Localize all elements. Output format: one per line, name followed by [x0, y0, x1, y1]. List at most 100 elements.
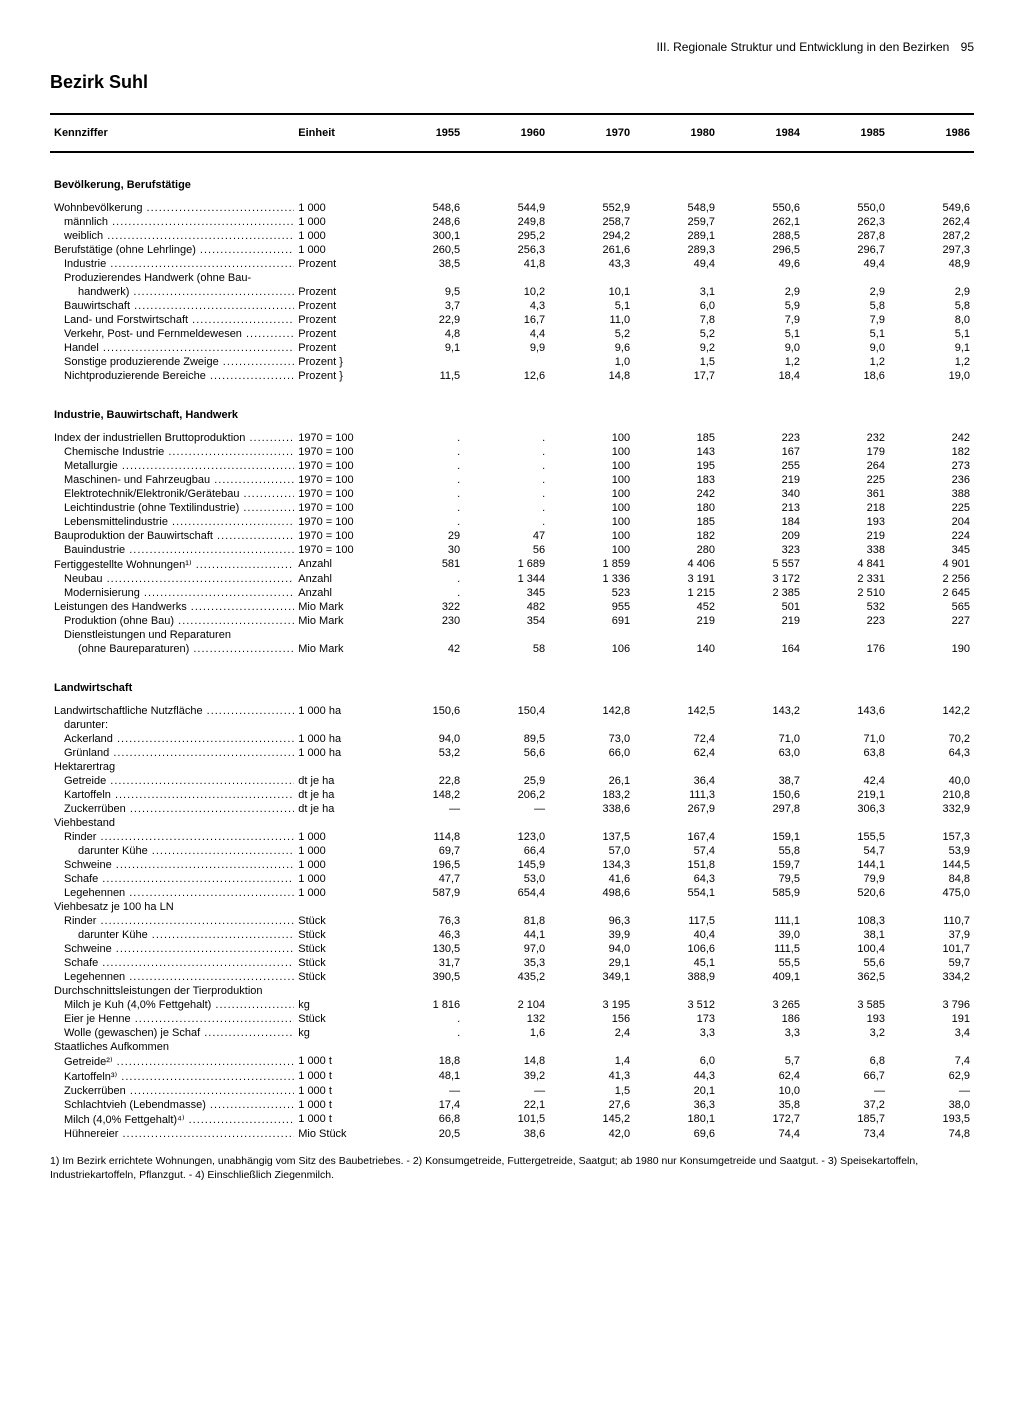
cell-value: 159,1	[719, 830, 804, 844]
cell-value: 142,5	[634, 704, 719, 718]
cell-value: 297,8	[719, 802, 804, 816]
row-unit: Mio Stück	[294, 1127, 379, 1141]
cell-value	[379, 718, 464, 732]
cell-value: 64,3	[634, 872, 719, 886]
cell-value: 409,1	[719, 970, 804, 984]
cell-value: 287,8	[804, 229, 889, 243]
cell-value: 2,9	[719, 285, 804, 299]
cell-value: 108,3	[804, 914, 889, 928]
cell-value: 258,7	[549, 215, 634, 229]
cell-value: 17,7	[634, 369, 719, 383]
cell-value: .	[464, 459, 549, 473]
row-label: Schafe	[50, 872, 294, 886]
col-year: 1984	[719, 121, 804, 145]
row-unit: Stück	[294, 956, 379, 970]
row-unit: 1 000	[294, 830, 379, 844]
row-label: Leistungen des Handwerks	[50, 600, 294, 614]
col-unit: Einheit	[294, 121, 379, 145]
cell-value	[464, 1040, 549, 1054]
row-unit: 1 000 t	[294, 1054, 379, 1069]
cell-value: 213	[719, 501, 804, 515]
cell-value: 185	[634, 515, 719, 529]
cell-value: 29	[379, 529, 464, 543]
row-unit	[294, 900, 379, 914]
table-row: IndustrieProzent38,541,843,349,449,649,4…	[50, 257, 974, 271]
cell-value: 550,0	[804, 201, 889, 215]
cell-value: 29,1	[549, 956, 634, 970]
cell-value: 2 510	[804, 586, 889, 600]
row-label: Index der industriellen Bruttoproduktion	[50, 431, 294, 445]
cell-value: 3,3	[634, 1026, 719, 1040]
cell-value: 183,2	[549, 788, 634, 802]
table-row: Landwirtschaftliche Nutzfläche1 000 ha15…	[50, 704, 974, 718]
table-header: Kennziffer Einheit 1955 1960 1970 1980 1…	[50, 121, 974, 145]
cell-value: 114,8	[379, 830, 464, 844]
table-row: Elektrotechnik/Elektronik/Gerätebau1970 …	[50, 487, 974, 501]
cell-value: 97,0	[464, 942, 549, 956]
cell-value: 18,4	[719, 369, 804, 383]
cell-value: 25,9	[464, 774, 549, 788]
row-label: Getreide²⁾	[50, 1054, 294, 1069]
cell-value: 9,1	[379, 341, 464, 355]
cell-value: 296,7	[804, 243, 889, 257]
cell-value: —	[464, 1084, 549, 1098]
cell-value	[804, 1040, 889, 1054]
row-label: Industrie	[50, 257, 294, 271]
cell-value: —	[379, 1084, 464, 1098]
cell-value: 27,6	[549, 1098, 634, 1112]
cell-value	[464, 718, 549, 732]
cell-value: 345	[889, 543, 974, 557]
col-year: 1970	[549, 121, 634, 145]
cell-value: 39,0	[719, 928, 804, 942]
table-row: Getreidedt je ha22,825,926,136,438,742,4…	[50, 774, 974, 788]
cell-value: 40,0	[889, 774, 974, 788]
cell-value: 73,4	[804, 1127, 889, 1141]
cell-value: 43,3	[549, 257, 634, 271]
table-row: Zuckerrüben1 000 t——1,520,110,0——	[50, 1084, 974, 1098]
cell-value: 224	[889, 529, 974, 543]
cell-value	[719, 984, 804, 998]
cell-value: 565	[889, 600, 974, 614]
row-label: Metallurgie	[50, 459, 294, 473]
row-label: Lebensmittelindustrie	[50, 515, 294, 529]
cell-value: 1 859	[549, 557, 634, 572]
cell-value: 53,2	[379, 746, 464, 760]
cell-value: 182	[634, 529, 719, 543]
cell-value: 262,3	[804, 215, 889, 229]
cell-value: 288,5	[719, 229, 804, 243]
cell-value: 5,1	[549, 299, 634, 313]
cell-value	[464, 271, 549, 285]
cell-value: 2 645	[889, 586, 974, 600]
col-year: 1986	[889, 121, 974, 145]
cell-value: 6,0	[634, 1054, 719, 1069]
cell-value: 26,1	[549, 774, 634, 788]
cell-value: 3,4	[889, 1026, 974, 1040]
row-unit: 1 000	[294, 215, 379, 229]
cell-value	[804, 816, 889, 830]
row-label: Schweine	[50, 858, 294, 872]
cell-value: 475,0	[889, 886, 974, 900]
cell-value: 49,4	[804, 257, 889, 271]
cell-value: 111,1	[719, 914, 804, 928]
cell-value: 137,5	[549, 830, 634, 844]
cell-value	[804, 628, 889, 642]
cell-value: 3,1	[634, 285, 719, 299]
cell-value: 74,4	[719, 1127, 804, 1141]
row-label: Berufstätige (ohne Lehrlinge)	[50, 243, 294, 257]
cell-value: 66,4	[464, 844, 549, 858]
row-unit: Stück	[294, 970, 379, 984]
cell-value: 94,0	[549, 942, 634, 956]
cell-value: 2 331	[804, 572, 889, 586]
cell-value	[634, 1040, 719, 1054]
row-label: Leichtindustrie (ohne Textilindustrie)	[50, 501, 294, 515]
table-row: SchafeStück31,735,329,145,155,555,659,7	[50, 956, 974, 970]
row-unit: kg	[294, 1026, 379, 1040]
cell-value: 223	[719, 431, 804, 445]
cell-value	[719, 271, 804, 285]
cell-value: .	[379, 431, 464, 445]
table-row: Dienstleistungen und Reparaturen	[50, 628, 974, 642]
cell-value: 42,4	[804, 774, 889, 788]
cell-value: 36,4	[634, 774, 719, 788]
cell-value: 248,6	[379, 215, 464, 229]
cell-value: .	[464, 445, 549, 459]
